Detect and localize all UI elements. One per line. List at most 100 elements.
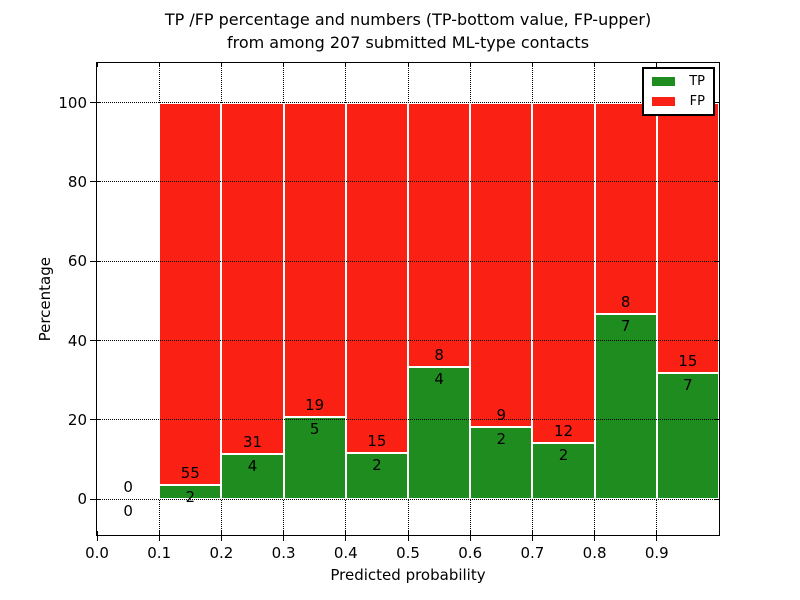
x-tick <box>220 63 222 67</box>
bar-segment-fp <box>470 102 533 428</box>
x-tick-label: 0.5 <box>396 544 420 562</box>
y-tick <box>90 181 96 183</box>
y-gridline <box>97 260 719 262</box>
bar-segment-fp <box>283 102 346 417</box>
bar-segment-fp <box>594 102 657 315</box>
bar-separator <box>282 102 285 500</box>
x-tick <box>531 63 533 67</box>
fp-count-label: 8 <box>434 346 444 365</box>
y-tick <box>715 181 719 183</box>
bar-separator <box>344 102 347 500</box>
bar-separator <box>469 102 472 500</box>
y-tick <box>90 419 96 421</box>
tp-count-label: 4 <box>247 456 258 475</box>
y-tick-label: 0 <box>77 490 87 509</box>
x-tick-label: 0.4 <box>333 544 358 562</box>
bar-segment-fp <box>408 102 471 368</box>
bar-segment-fp <box>221 102 284 454</box>
bar-separator <box>655 102 658 500</box>
x-tick <box>220 535 222 541</box>
y-tick <box>715 419 719 421</box>
y-tick <box>97 498 101 500</box>
y-axis-label-wrap: Percentage <box>34 62 56 536</box>
x-tick <box>345 63 347 67</box>
bar-separator <box>220 102 223 500</box>
legend-item-tp: TP <box>652 74 705 89</box>
x-tick <box>407 531 409 535</box>
tp-count-label: 7 <box>620 317 631 336</box>
y-tick-label: 60 <box>67 252 87 271</box>
tp-count-label: 4 <box>434 370 444 389</box>
tp-count-label: 2 <box>185 488 196 507</box>
x-tick <box>594 535 596 541</box>
y-tick-label: 20 <box>67 410 87 429</box>
x-tick <box>158 535 160 541</box>
x-tick <box>407 63 409 67</box>
x-tick <box>158 63 160 67</box>
fp-count-label: 31 <box>242 432 263 451</box>
y-gridline <box>97 181 719 183</box>
y-tick <box>97 260 101 262</box>
y-tick <box>90 102 96 104</box>
chart-title: TP /FP percentage and numbers (TP-bottom… <box>96 8 720 54</box>
bar-segment-tp <box>594 314 657 500</box>
tp-count-label: 2 <box>496 430 507 449</box>
plot-area: TP FP 0 0 55 2 31 4 19 5 15 2 8 4 9 2 12 2 8 7 15 7 <box>90 62 720 541</box>
x-tick-label: 0.8 <box>582 544 607 562</box>
bar-segment-fp <box>159 102 222 486</box>
x-tick <box>220 531 222 535</box>
x-tick <box>96 531 98 535</box>
x-tick-label: 0.9 <box>644 544 669 562</box>
y-tick-label: 80 <box>67 172 87 191</box>
chart-title-line1: TP /FP percentage and numbers (TP-bottom… <box>164 10 652 29</box>
tp-count-label: 0 <box>123 502 133 521</box>
x-tick <box>283 535 285 541</box>
fp-count-label: 9 <box>496 406 507 425</box>
bar-segment-tp <box>345 452 408 500</box>
x-tick <box>345 531 347 535</box>
x-tick <box>656 535 658 541</box>
y-tick <box>90 498 96 500</box>
fp-legend-swatch <box>652 97 675 106</box>
bar-segment-fp <box>656 102 719 374</box>
tp-legend-swatch <box>652 77 675 86</box>
x-tick <box>469 531 471 535</box>
fp-count-label: 15 <box>367 431 387 450</box>
fp-count-label: 8 <box>620 293 631 312</box>
bar-segment-fp <box>345 102 408 453</box>
fp-count-label: 55 <box>180 464 200 483</box>
y-tick <box>715 498 719 500</box>
bar-segment-fp <box>532 102 595 443</box>
bar-segment-tp <box>532 442 595 500</box>
chart-title-line2: from among 207 submitted ML-type contact… <box>226 33 590 52</box>
bar-segment-tp <box>283 416 346 500</box>
y-tick-label: 40 <box>67 331 87 350</box>
fp-legend-label: FP <box>689 94 705 109</box>
tp-count-label: 2 <box>372 455 382 474</box>
tp-legend-label: TP <box>689 74 705 89</box>
x-tick <box>594 531 596 535</box>
y-tick <box>97 102 101 104</box>
fp-count-label: 0 <box>123 478 133 497</box>
x-tick-label: 0.7 <box>520 544 545 562</box>
y-gridline <box>97 340 719 342</box>
x-tick <box>531 535 533 541</box>
tp-count-label: 5 <box>309 419 320 438</box>
fp-count-label: 12 <box>553 421 574 440</box>
x-tick <box>407 535 409 541</box>
fp-count-label: 15 <box>678 352 698 371</box>
x-tick-label: 0.0 <box>85 544 109 562</box>
y-tick <box>97 181 101 183</box>
bar-segment-tp <box>470 427 533 500</box>
x-tick <box>469 535 471 541</box>
x-tick <box>283 531 285 535</box>
y-gridline <box>97 498 719 500</box>
bar-separator <box>407 102 409 500</box>
y-gridline <box>97 419 719 421</box>
bar-separator <box>531 102 534 500</box>
x-tick-label: 0.3 <box>271 544 296 562</box>
x-tick <box>158 531 160 535</box>
x-tick <box>656 63 658 67</box>
x-tick-label: 0.6 <box>458 544 483 562</box>
